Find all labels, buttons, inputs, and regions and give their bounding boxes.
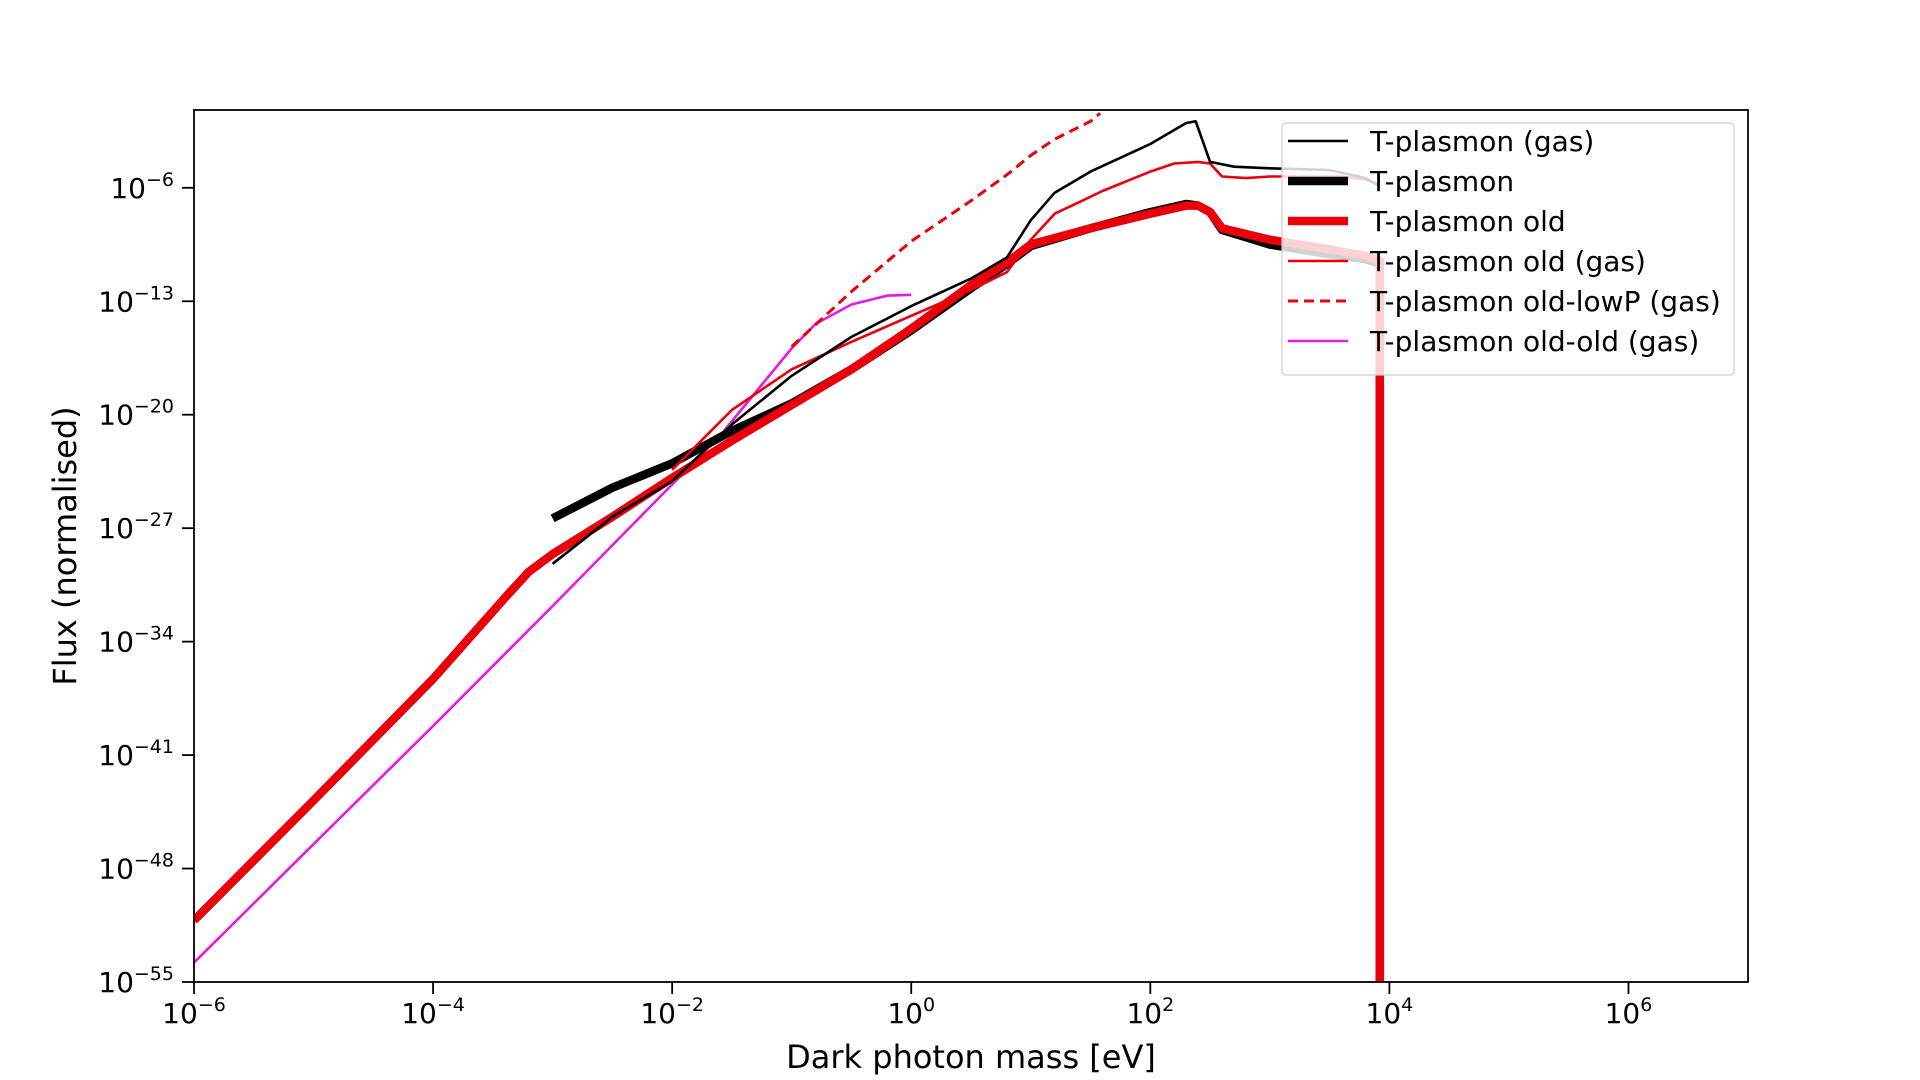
x-tick-label: 10−4 — [401, 994, 465, 1030]
y-tick-label: 10−55 — [98, 963, 174, 999]
y-tick-label: 10−48 — [98, 850, 174, 886]
x-tick-label: 10−2 — [640, 994, 704, 1030]
x-tick-label: 100 — [887, 994, 935, 1030]
plot-frame — [193, 109, 1749, 983]
legend-box — [1281, 122, 1735, 376]
series-line-t-plasmon-old-lowp-gas — [790, 112, 1102, 348]
legend-label: T-plasmon (gas) — [1369, 125, 1594, 158]
legend: T-plasmon (gas) T-plasmon T-plasmon old T-p… — [1281, 122, 1735, 376]
legend-label: T-plasmon old-lowP (gas) — [1369, 285, 1721, 318]
legend-label: T-plasmon old-old (gas) — [1369, 325, 1699, 358]
x-tick-label: 104 — [1366, 994, 1414, 1030]
series-line-t-plasmon — [550, 199, 1385, 982]
y-tick-label: 10−41 — [98, 736, 174, 772]
series-line-t-plasmon-gas — [551, 120, 1381, 565]
y-axis-ticks: 10−6 10−13 10−20 10−27 10−34 10−41 10−48 10−55 — [98, 169, 194, 999]
legend-label: T-plasmon old (gas) — [1369, 245, 1646, 278]
series-line-t-plasmon-old-old-gas — [194, 293, 912, 964]
y-tick-label: 10−27 — [98, 509, 174, 545]
x-axis-label: Dark photon mass [eV] — [786, 1038, 1156, 1076]
legend-label: T-plasmon old — [1369, 205, 1566, 238]
series-line-t-plasmon-old — [194, 201, 1385, 982]
legend-label: T-plasmon — [1369, 165, 1514, 198]
x-tick-label: 10−6 — [162, 994, 226, 1030]
y-axis-label: Flux (normalised) — [46, 406, 84, 685]
y-tick-label: 10−13 — [98, 282, 174, 318]
x-tick-label: 102 — [1126, 994, 1174, 1030]
x-tick-label: 106 — [1605, 994, 1653, 1030]
x-axis-ticks: 10−6 10−4 10−2 100 102 104 106 — [162, 982, 1652, 1030]
y-tick-label: 10−20 — [98, 396, 174, 432]
y-tick-label: 10−34 — [98, 623, 174, 659]
series-line-t-plasmon-old-gas — [671, 160, 1381, 471]
y-tick-label: 10−6 — [110, 169, 174, 205]
series-layer — [194, 112, 1385, 982]
